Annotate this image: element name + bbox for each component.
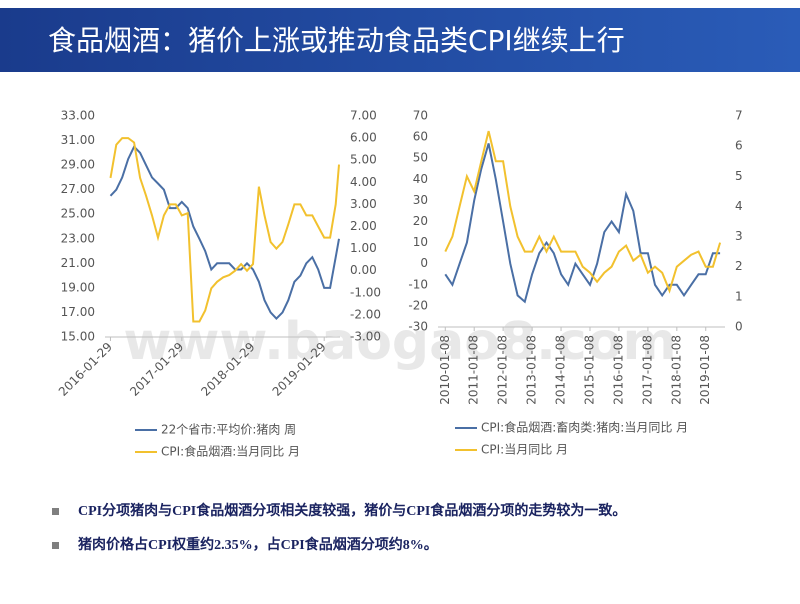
x-tick-label: 2017-01-08 bbox=[640, 335, 654, 405]
y2-tick-label: 0.00 bbox=[350, 263, 377, 277]
y-tick-label: 29.00 bbox=[61, 158, 95, 172]
y2-tick-label: 2.00 bbox=[350, 219, 377, 233]
x-tick-label: 2016-01-08 bbox=[611, 335, 625, 405]
y2-tick-label: -2.00 bbox=[350, 307, 381, 321]
x-tick-label: 2016-01-29 bbox=[56, 340, 115, 399]
legend-label: CPI:食品烟酒:当月同比 月 bbox=[161, 444, 300, 459]
y2-tick-label: 4 bbox=[735, 199, 743, 213]
y-tick-label: 15.00 bbox=[61, 330, 95, 344]
y-tick-label: -30 bbox=[408, 320, 428, 334]
y2-tick-label: 7.00 bbox=[350, 109, 377, 123]
bullet-text: CPI分项猪肉与CPI食品烟酒分项相关度较强，猪价与CPI食品烟酒分项的走势较为… bbox=[78, 502, 626, 519]
series-line bbox=[444, 130, 722, 294]
x-tick-label: 2014-01-08 bbox=[554, 335, 568, 405]
x-tick-label: 2013-01-08 bbox=[525, 335, 539, 405]
y-tick-label: -10 bbox=[408, 277, 428, 291]
y-tick-label: 27.00 bbox=[61, 182, 95, 196]
y-tick-label: 40 bbox=[413, 172, 428, 186]
legend-label: CPI:食品烟酒:畜肉类:猪肉:当月同比 月 bbox=[481, 420, 688, 435]
y2-tick-label: 4.00 bbox=[350, 175, 377, 189]
slide-title: 食品烟酒：猪价上涨或推动食品类CPI继续上行 bbox=[48, 24, 625, 57]
y2-tick-label: 0 bbox=[735, 320, 743, 334]
y-tick-label: 17.00 bbox=[61, 305, 95, 319]
x-tick-label: 2010-01-08 bbox=[438, 335, 452, 405]
bullet-icon bbox=[52, 542, 59, 549]
y-tick-label: 70 bbox=[413, 109, 428, 123]
y-tick-label: 0 bbox=[420, 256, 428, 270]
x-tick-label: 2019-01-08 bbox=[698, 335, 712, 405]
series-line bbox=[444, 143, 721, 304]
series-line bbox=[109, 137, 340, 323]
y-tick-label: 21.00 bbox=[61, 256, 95, 270]
y-tick-label: -20 bbox=[408, 298, 428, 312]
y2-tick-label: 6 bbox=[735, 139, 743, 153]
y2-tick-label: 1.00 bbox=[350, 241, 377, 255]
watermark: www.baogao8.com bbox=[123, 312, 676, 372]
y-tick-label: 10 bbox=[413, 235, 428, 249]
y2-tick-label: 6.00 bbox=[350, 131, 377, 145]
y2-tick-label: 3.00 bbox=[350, 197, 377, 211]
y-tick-label: 60 bbox=[413, 130, 428, 144]
y-tick-label: 19.00 bbox=[61, 280, 95, 294]
x-tick-label: 2018-01-08 bbox=[669, 335, 683, 405]
y2-tick-label: 1 bbox=[735, 289, 743, 303]
y-tick-label: 50 bbox=[413, 151, 428, 165]
x-tick-label: 2012-01-08 bbox=[496, 335, 510, 405]
x-tick-label: 2011-01-08 bbox=[467, 335, 481, 405]
series-line bbox=[109, 144, 340, 321]
bullet-icon bbox=[52, 508, 59, 515]
y-tick-label: 30 bbox=[413, 193, 428, 207]
bullet-text: 猪肉价格占CPI权重约2.35%，占CPI食品烟酒分项约8%。 bbox=[77, 536, 438, 553]
x-tick-label: 2015-01-08 bbox=[582, 335, 596, 405]
y2-tick-label: 5 bbox=[735, 169, 743, 183]
legend-label: 22个省市:平均价:猪肉 周 bbox=[161, 422, 296, 437]
y-tick-label: 25.00 bbox=[61, 207, 95, 221]
y-tick-label: 33.00 bbox=[61, 109, 95, 123]
y2-tick-label: 7 bbox=[735, 109, 743, 123]
y-tick-label: 20 bbox=[413, 214, 428, 228]
y2-tick-label: 5.00 bbox=[350, 153, 377, 167]
y2-tick-label: -1.00 bbox=[350, 285, 381, 299]
y2-tick-label: 2 bbox=[735, 259, 743, 273]
y-tick-label: 31.00 bbox=[61, 133, 95, 147]
legend-label: CPI:当月同比 月 bbox=[481, 443, 568, 457]
header-band bbox=[0, 8, 800, 72]
y2-tick-label: 3 bbox=[735, 229, 743, 243]
y2-tick-label: -3.00 bbox=[350, 330, 381, 344]
y-tick-label: 23.00 bbox=[61, 231, 95, 245]
